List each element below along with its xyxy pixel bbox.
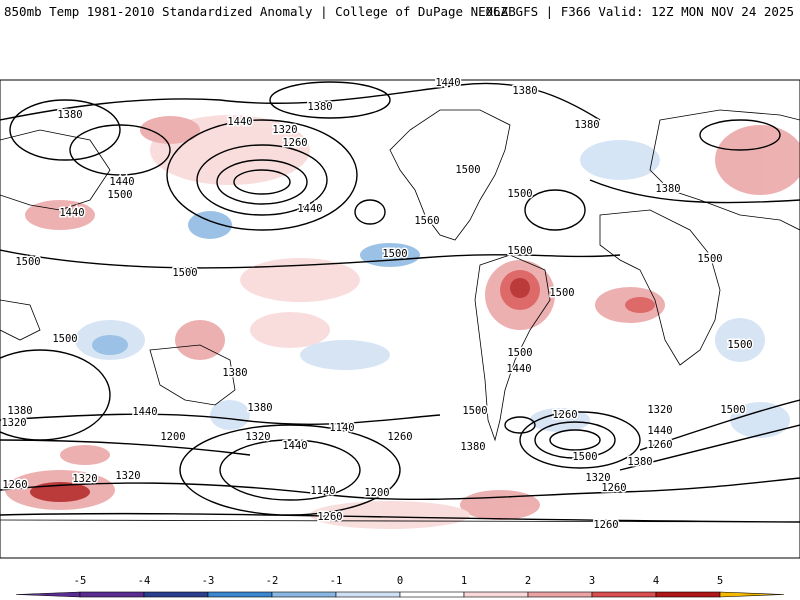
colorbar-swatch [527, 591, 593, 598]
colorbar-swatch [399, 591, 465, 598]
colorbar-swatch [143, 591, 209, 598]
coastlines [0, 109, 800, 523]
contour-label: 1380 [574, 119, 599, 131]
colorbar-swatch [335, 591, 401, 598]
contour-label: 1500 [455, 164, 480, 176]
contour-label: 1500 [462, 405, 487, 417]
contour-label: 1500 [382, 248, 407, 260]
colorbar-tick-label: -1 [330, 575, 343, 587]
contour-label: 1260 [552, 409, 577, 421]
colorbar-tick-label: 4 [653, 575, 659, 587]
contour-label: 1440 [647, 425, 672, 437]
contour-label: 1260 [647, 439, 672, 451]
contour-label-group: 1440138013801380132012601440150015001440… [0, 76, 754, 533]
contour-label: 1260 [601, 482, 626, 494]
colorbar-tick-label: 3 [589, 575, 595, 587]
contour-label: 1500 [172, 267, 197, 279]
contour-label: 1440 [297, 203, 322, 215]
contour-label: 1380 [512, 85, 537, 97]
contour-label: 1500 [107, 189, 132, 201]
contour-label: 1380 [57, 109, 82, 121]
colorbar-tick-label: 1 [461, 575, 467, 587]
contour-label: 1500 [52, 333, 77, 345]
contour-label: 1500 [727, 339, 752, 351]
colorbar-swatch [719, 591, 785, 598]
colorbar-tick-labels: -5 -4 -3 -2 -1 0 1 2 3 4 5 [74, 575, 723, 587]
contour-label: 1440 [435, 77, 460, 89]
contour-label: 1320 [115, 470, 140, 482]
contour-label: 1200 [160, 431, 185, 443]
contour-label: 1380 [307, 101, 332, 113]
contour-label: 1380 [222, 367, 247, 379]
contour-label: 1500 [507, 347, 532, 359]
contour-label: 1320 [72, 473, 97, 485]
colorbar: -5 -4 -3 -2 -1 0 1 2 3 4 5 [15, 575, 785, 598]
contour-label: 1260 [593, 519, 618, 531]
contour-label: 1500 [507, 188, 532, 200]
contour-label: 1440 [282, 440, 307, 452]
colorbar-swatch [79, 591, 145, 598]
colorbar-tick-label: -2 [266, 575, 279, 587]
colorbar-tick-label: 5 [717, 575, 723, 587]
contour-label: 1320 [585, 472, 610, 484]
contour-label: 1500 [549, 287, 574, 299]
contour-label: 1320 [647, 404, 672, 416]
anomaly-shading [5, 115, 800, 529]
map-frame [0, 79, 800, 559]
contour-label: 1560 [414, 215, 439, 227]
contour-label: 1500 [507, 245, 532, 257]
colorbar-swatch [207, 591, 273, 598]
contour-label: 1320 [245, 431, 270, 443]
chart-title: 850mb Temp 1981-2010 Standardized Anomal… [4, 4, 516, 19]
colorbar-swatch [463, 591, 529, 598]
contour-label: 1440 [109, 176, 134, 188]
colorbar-swatch [15, 591, 81, 598]
contour-label: 1140 [329, 422, 354, 434]
contour-label: 1200 [364, 487, 389, 499]
colorbar-swatch [271, 591, 337, 598]
contour-label: 1260 [282, 137, 307, 149]
model-run-info: 06Z GFS | F366 Valid: 12Z MON NOV 24 202… [485, 4, 794, 19]
colorbar-tick-label: 0 [397, 575, 403, 587]
contour-label: 1320 [272, 124, 297, 136]
contour-label: 1440 [132, 406, 157, 418]
contour-label: 1440 [59, 207, 84, 219]
contour-label: 1260 [317, 511, 342, 523]
contour-label: 1380 [655, 183, 680, 195]
contour-label: 1140 [310, 485, 335, 497]
colorbar-tick-label: -5 [74, 575, 87, 587]
colorbar-swatch [655, 591, 721, 598]
colorbar-swatches [15, 591, 785, 598]
contour-label: 1440 [506, 363, 531, 375]
contour-label: 1440 [227, 116, 252, 128]
contour-label: 1260 [2, 479, 27, 491]
contour-label: 1500 [15, 256, 40, 268]
colorbar-tick-label: 2 [525, 575, 531, 587]
contour-label: 1320 [1, 417, 26, 429]
contour-label: 1500 [720, 404, 745, 416]
colorbar-tick-label: -4 [138, 575, 151, 587]
contour-label: 1380 [460, 441, 485, 453]
contour-label: 1380 [247, 402, 272, 414]
contour-label: 1260 [387, 431, 412, 443]
contour-label: 1500 [697, 253, 722, 265]
contour-label: 1380 [7, 405, 32, 417]
colorbar-swatch [591, 591, 657, 598]
colorbar-tick-label: -3 [202, 575, 215, 587]
height-contours [0, 81, 800, 523]
contour-label: 1380 [627, 456, 652, 468]
contour-label: 1500 [572, 451, 597, 463]
